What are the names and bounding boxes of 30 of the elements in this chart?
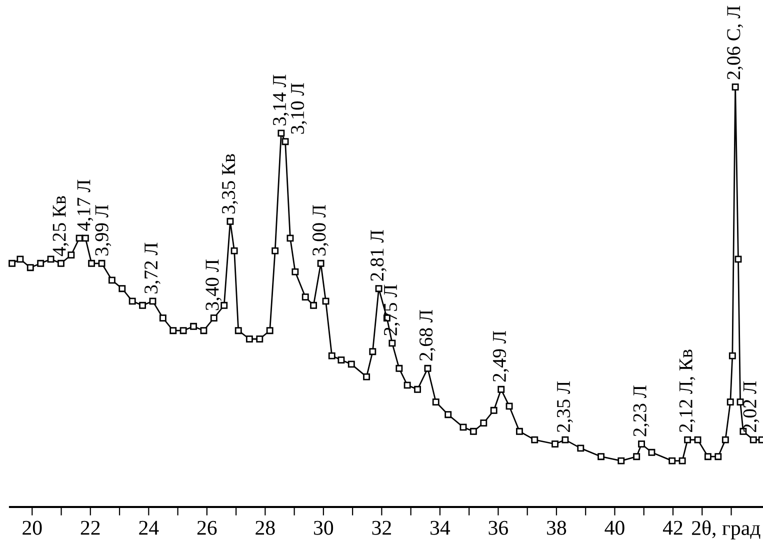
- annotation: 3,00 Л: [312, 204, 328, 256]
- annotation: 2,06 С, Л: [727, 6, 743, 80]
- annotation: 3,99 Л: [95, 204, 112, 256]
- x-tick-label: 26: [197, 520, 217, 535]
- x-tick-label: 30: [314, 520, 334, 535]
- annotation: 2,12 Л, Кв: [679, 350, 696, 432]
- annotation: 2,68 Л: [419, 310, 436, 361]
- x-tick-label: 34: [430, 520, 450, 535]
- annotation: 3,35 Кв: [222, 154, 238, 214]
- annotation: 3,14 Л: [272, 74, 289, 126]
- x-axis-title: 2θ, град: [692, 520, 760, 540]
- annotation: 2,81 Л: [370, 230, 386, 281]
- annotation: 3,40 Л: [206, 260, 222, 310]
- x-tick-label: 24: [139, 520, 159, 535]
- x-tick-label: 22: [80, 520, 100, 535]
- annotation: 2,02 Л: [743, 381, 760, 432]
- annotation: 4,17 Л: [77, 180, 94, 231]
- x-tick-label: 36: [488, 520, 508, 535]
- x-tick-label: 40: [604, 520, 624, 535]
- annotation: 4,25 Кв: [52, 196, 69, 256]
- x-tick-label: 20: [22, 520, 42, 535]
- x-tick-label: 28: [256, 520, 275, 535]
- annotation: 2,49 Л: [492, 330, 509, 382]
- x-tick-label: 32: [372, 520, 391, 535]
- annotation: 3,10 Л: [290, 83, 307, 134]
- x-tick-label: 38: [547, 520, 566, 535]
- x-tick-label: 42: [662, 520, 682, 535]
- annotation: 3,72 Л: [144, 242, 160, 294]
- annotation: 2,35 Л: [557, 381, 573, 432]
- annotation: 2,23 Л: [633, 386, 650, 436]
